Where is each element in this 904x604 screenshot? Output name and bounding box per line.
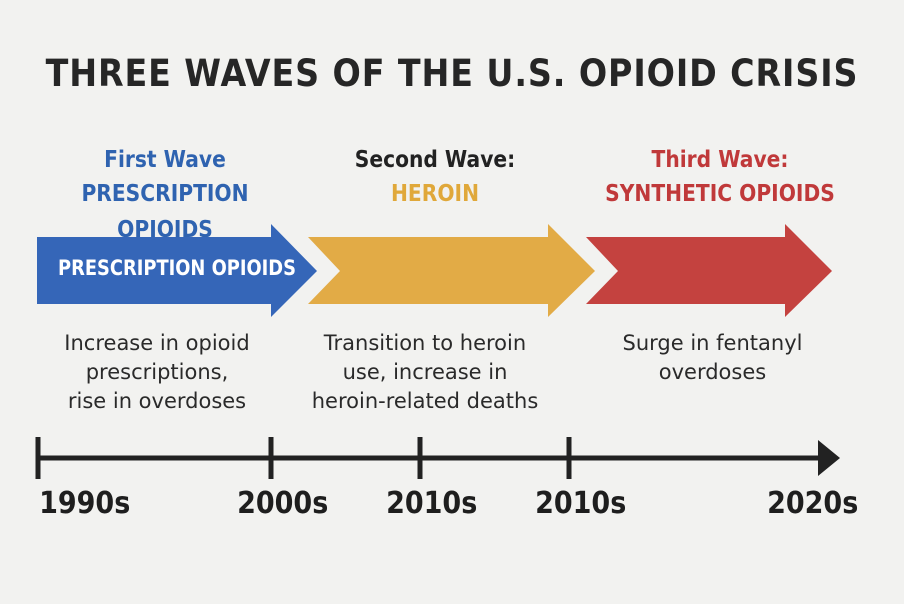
first-wave-description: Increase in opioid prescriptions, rise i…: [27, 329, 287, 416]
timeline-label-2000s: 2000s: [237, 486, 329, 521]
third-wave-subheading: SYNTHETIC OPIOIDS: [605, 181, 835, 207]
first-wave-desc-line: Increase in opioid: [64, 331, 250, 355]
first-wave-desc-line: rise in overdoses: [67, 389, 247, 413]
first-wave-heading: First Wave: [104, 147, 226, 173]
third-wave-description: Surge in fentanyl overdoses: [580, 329, 845, 387]
second-wave-arrow: [308, 224, 595, 317]
second-wave-subheading: HEROIN: [390, 181, 480, 207]
timeline-label-2010s-b: 2010s: [535, 486, 627, 521]
timeline-label-2010s-a: 2010s: [386, 486, 478, 521]
second-wave-desc-line: Transition to heroin: [323, 331, 527, 355]
first-wave-desc-line: prescriptions,: [85, 360, 229, 384]
timeline-arrowhead: [818, 440, 840, 476]
third-wave-desc-line: Surge in fentanyl: [622, 331, 803, 355]
third-wave-arrow: [586, 224, 832, 317]
second-wave-description: Transition to heroin use, increase in he…: [290, 329, 560, 416]
third-wave-heading: Third Wave:: [651, 147, 789, 173]
second-wave-desc-line: heroin-related deaths: [311, 389, 539, 413]
timeline-label-2020s: 2020s: [767, 486, 859, 521]
second-wave-heading: Second Wave:: [354, 147, 516, 173]
second-wave-header: Second Wave: HEROIN: [316, 144, 554, 212]
timeline-label-1990s: 1990s: [39, 486, 131, 521]
third-wave-desc-line: overdoses: [658, 360, 767, 384]
page-title: THREE WAVES OF THE U.S. OPIOID CRISIS: [45, 52, 859, 95]
first-wave-arrow-label: PRESCRIPTION OPIOIDS: [58, 256, 296, 280]
third-wave-header: Third Wave: SYNTHETIC OPIOIDS: [592, 144, 847, 212]
first-wave-arrow: [37, 224, 317, 317]
second-wave-desc-line: use, increase in: [342, 360, 508, 384]
